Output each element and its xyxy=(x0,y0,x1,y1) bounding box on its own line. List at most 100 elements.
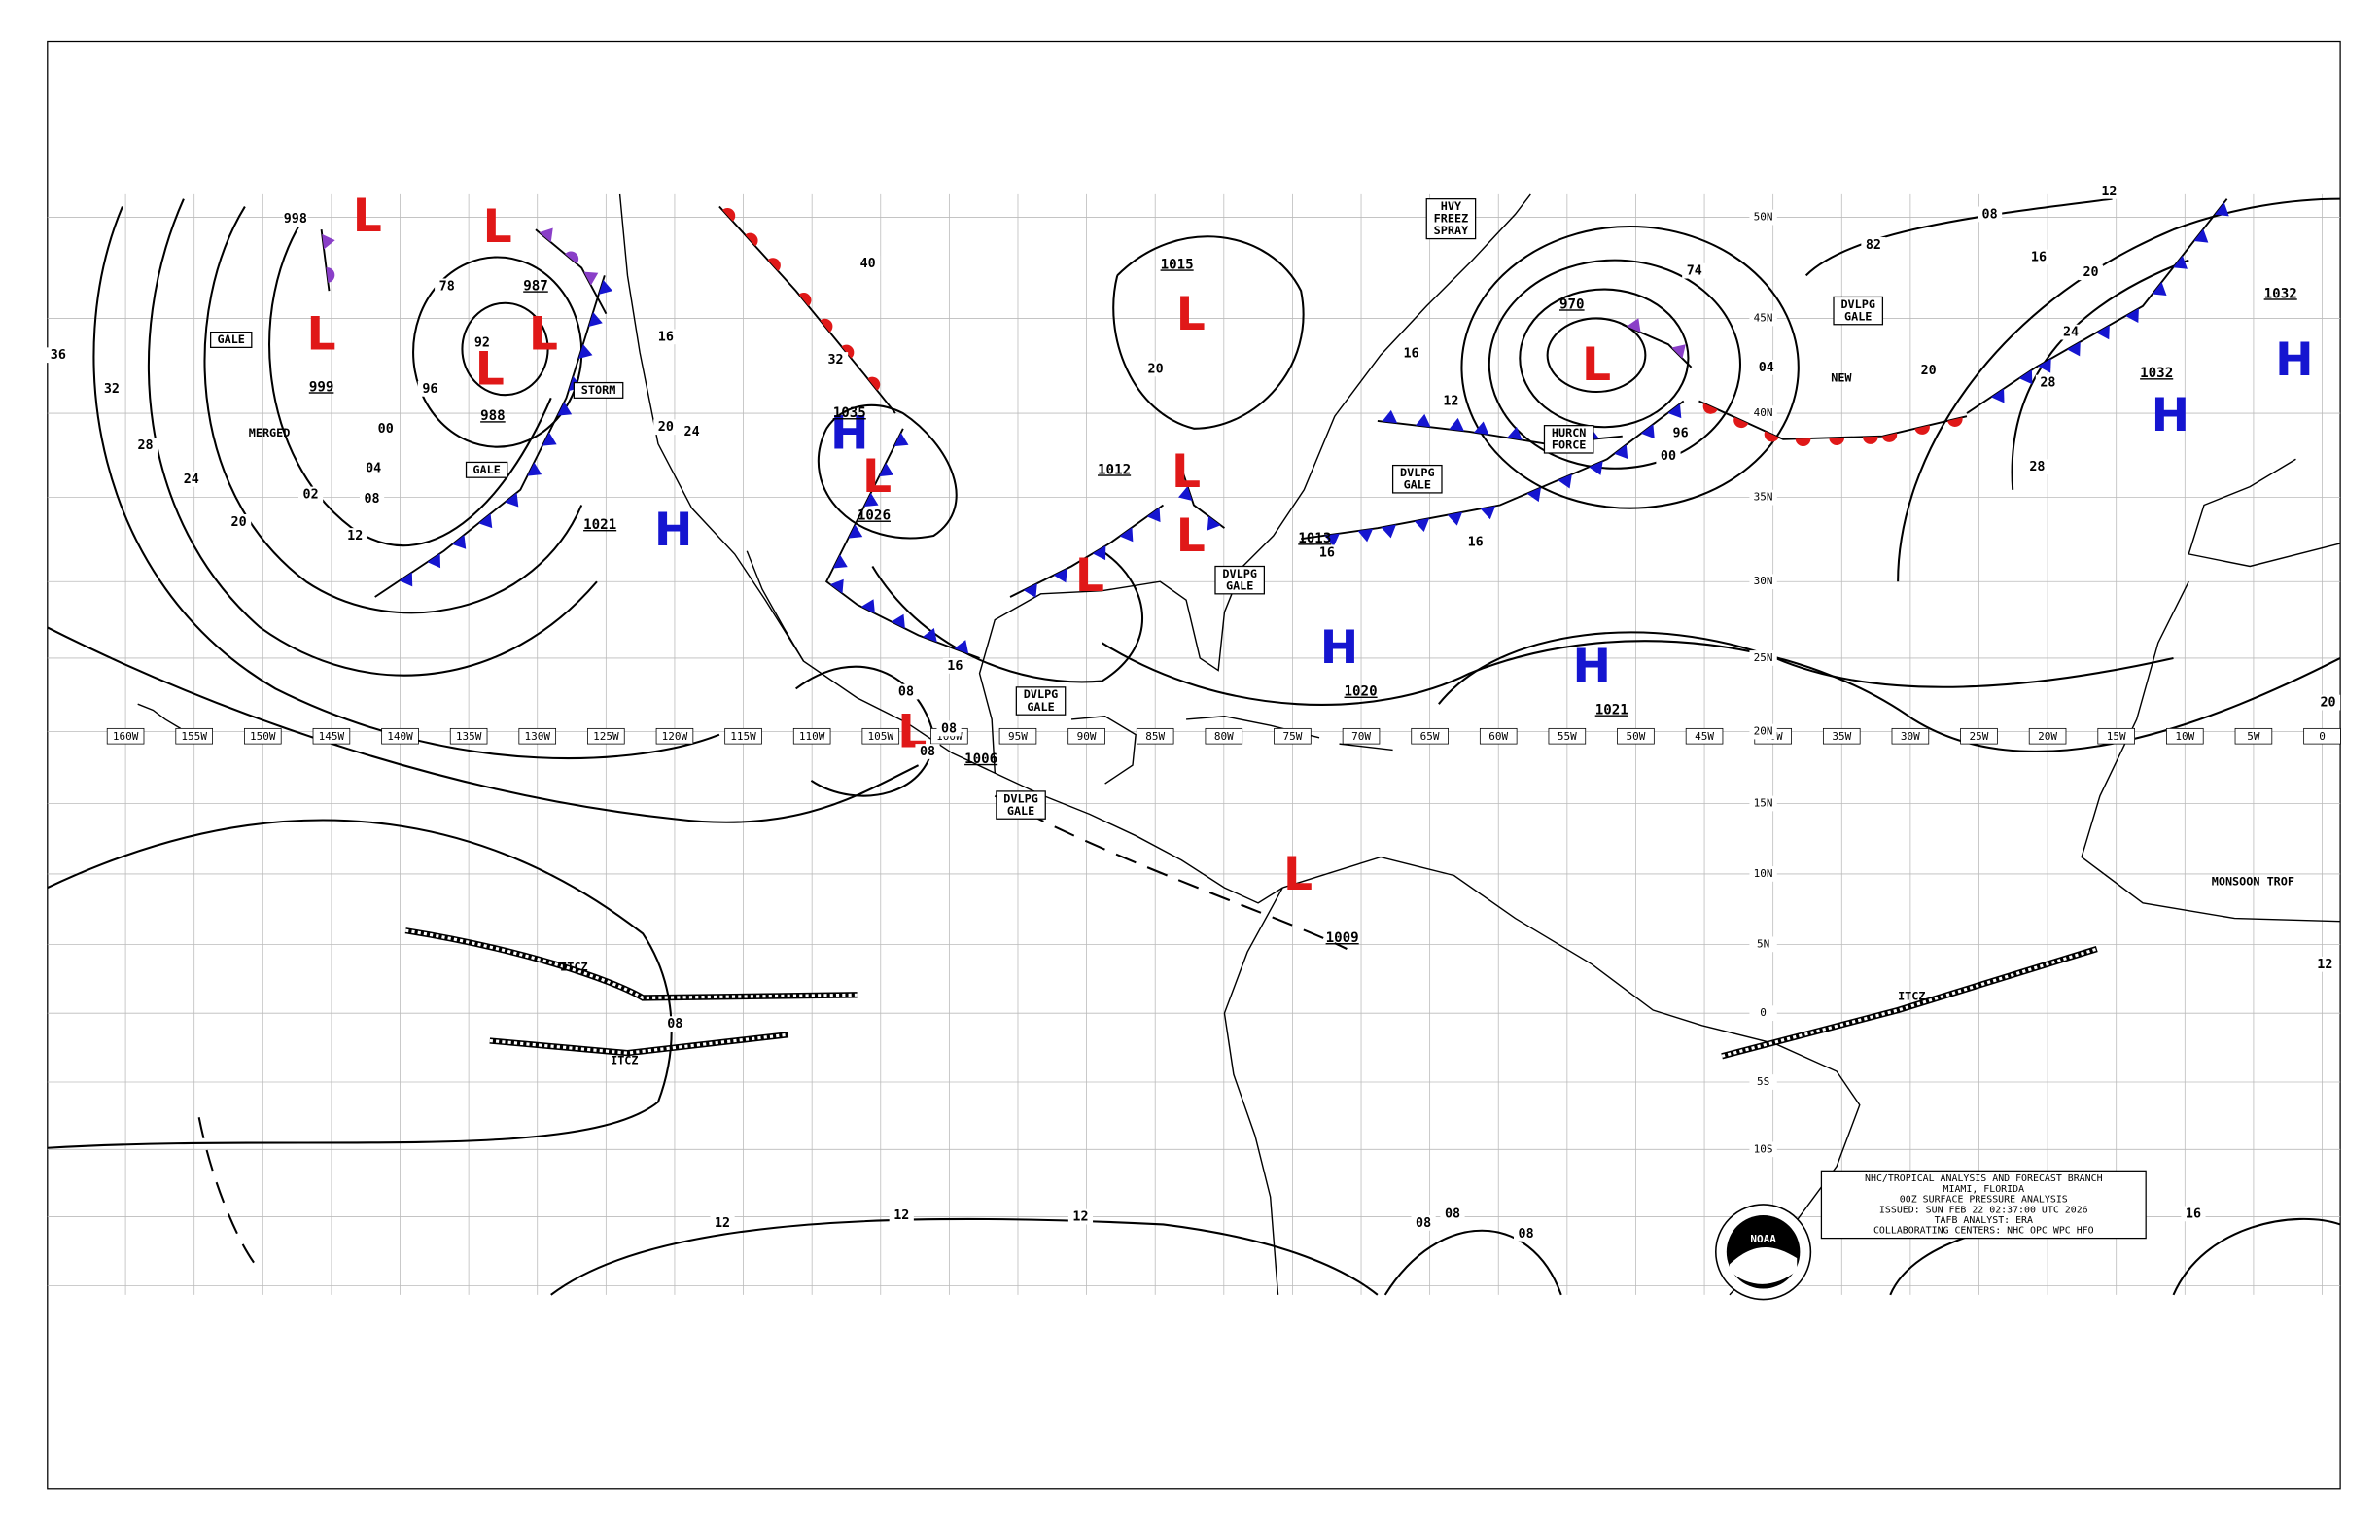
lon-label: 125W xyxy=(593,730,619,743)
isobar xyxy=(817,403,958,540)
isobar-label: 12 xyxy=(1443,394,1458,408)
isobar-label: 04 xyxy=(366,462,381,476)
lon-label: 20W xyxy=(2038,730,2057,743)
isobar-label: 08 xyxy=(1416,1216,1431,1231)
title-line: COLLABORATING CENTERS: NHC OPC WPC HFO xyxy=(1873,1226,2094,1237)
fronts xyxy=(320,198,2229,659)
isobar xyxy=(92,206,720,760)
center-pressure: 1035 xyxy=(833,405,866,421)
high-center: H xyxy=(830,407,869,461)
center-pressure: 988 xyxy=(480,408,506,424)
isobar-label-bg xyxy=(1667,425,1694,441)
feature-label: DVLPG xyxy=(1400,466,1435,479)
isobar-label: 16 xyxy=(1319,545,1335,560)
lon-label-box xyxy=(2166,727,2204,745)
low-center: L xyxy=(1283,848,1312,901)
isobar xyxy=(994,794,1348,950)
isobar-label-bg xyxy=(361,460,386,476)
lon-label-box xyxy=(1479,727,1518,745)
cold-front-pip xyxy=(542,432,557,446)
isobar-label: 08 xyxy=(1445,1207,1460,1221)
isobar-label-bg xyxy=(359,491,385,508)
feature-box xyxy=(1425,198,1477,240)
coastline xyxy=(618,193,1283,904)
cold-front-pip xyxy=(1119,527,1134,542)
lon-label-box xyxy=(724,727,762,745)
lon-label-box xyxy=(2097,727,2135,745)
lat-label-box xyxy=(1749,489,1777,506)
front-line xyxy=(535,228,608,315)
lon-label: 130W xyxy=(524,730,550,743)
center-pressure: 1009 xyxy=(1326,930,1359,946)
center-pressure: 1026 xyxy=(858,508,891,524)
lon-label-box xyxy=(655,727,694,745)
feature-label: GALE xyxy=(1007,804,1034,818)
lon-label-box xyxy=(1274,727,1312,745)
lon-label-box xyxy=(1891,727,1930,745)
isobar-label-bg xyxy=(710,1214,735,1231)
cold-front-pip xyxy=(1415,413,1431,428)
isobar xyxy=(47,819,673,1149)
cold-front-pip xyxy=(1589,461,1603,475)
isobar-label-bg xyxy=(342,528,368,543)
lat-label: 35N xyxy=(1754,491,1773,504)
lon-label: 135W xyxy=(456,730,482,743)
feature-label: GALE xyxy=(1226,578,1253,592)
isobar-label-bg xyxy=(2024,459,2049,475)
isobar-label-bg xyxy=(1143,361,1169,377)
isobar-label: 16 xyxy=(947,659,962,674)
lon-label: 120W xyxy=(662,730,688,743)
isobar-label-bg xyxy=(653,329,679,345)
front-line xyxy=(1177,458,1226,529)
coastline xyxy=(137,703,182,729)
lon-label: 0 xyxy=(2319,730,2326,743)
cold-front-pip xyxy=(2173,255,2188,269)
isobar xyxy=(148,198,598,677)
isobar-label: 08 xyxy=(920,745,935,759)
cold-front-pip xyxy=(539,228,553,243)
cold-front-pip xyxy=(1671,344,1686,359)
cold-front-pip xyxy=(1324,533,1340,547)
isobar-label-bg xyxy=(179,471,204,487)
isobar-label-bg xyxy=(1754,359,1779,375)
cold-front-pip xyxy=(2152,282,2167,297)
isobar xyxy=(2011,259,2189,490)
warm-front-pip xyxy=(820,318,833,332)
cold-front-pip xyxy=(848,524,863,539)
cold-front-pip xyxy=(1667,403,1682,419)
isobar-label-bg xyxy=(679,424,705,439)
isobar xyxy=(461,301,549,397)
isobar xyxy=(1804,197,2113,277)
isobar-label-bg xyxy=(856,255,881,271)
feature-label: DVLPG xyxy=(1840,298,1875,311)
lon-label-box xyxy=(244,727,282,745)
isobar-label: 28 xyxy=(2029,460,2045,474)
feature-label: GALE xyxy=(1027,700,1054,714)
low-center: L xyxy=(307,307,336,361)
coastlines xyxy=(137,193,2341,1296)
warm-front-pip xyxy=(1947,417,1963,427)
feature-label: GALE xyxy=(472,463,500,476)
feature-label: SPRAY xyxy=(1434,224,1469,237)
cold-front-pip xyxy=(1053,568,1068,583)
lon-label: 105W xyxy=(868,730,894,743)
feature-box xyxy=(1543,425,1594,454)
cold-front-pip xyxy=(1447,511,1463,526)
isobar-label-bg xyxy=(915,744,940,759)
isobar-label: 08 xyxy=(898,685,914,700)
isobar-label: 16 xyxy=(1468,535,1484,549)
isobar-label-bg xyxy=(435,278,460,295)
front-line xyxy=(1301,400,1685,541)
isobar-label: 16 xyxy=(2186,1207,2201,1221)
isobar-label-bg xyxy=(1440,1206,1465,1222)
isobar-label-bg xyxy=(132,438,158,453)
isobar-label: 12 xyxy=(893,1208,909,1223)
cold-front-pip xyxy=(2214,202,2229,217)
title-lines: NHC/TROPICAL ANALYSIS AND FORECAST BRANC… xyxy=(1865,1173,2103,1237)
coastline xyxy=(1223,887,1283,1295)
lon-label: 145W xyxy=(319,730,345,743)
lat-label-box xyxy=(1749,723,1777,740)
lat-label-box xyxy=(1749,650,1777,666)
low-center: L xyxy=(1176,288,1206,341)
cold-front-pip xyxy=(1146,508,1161,523)
